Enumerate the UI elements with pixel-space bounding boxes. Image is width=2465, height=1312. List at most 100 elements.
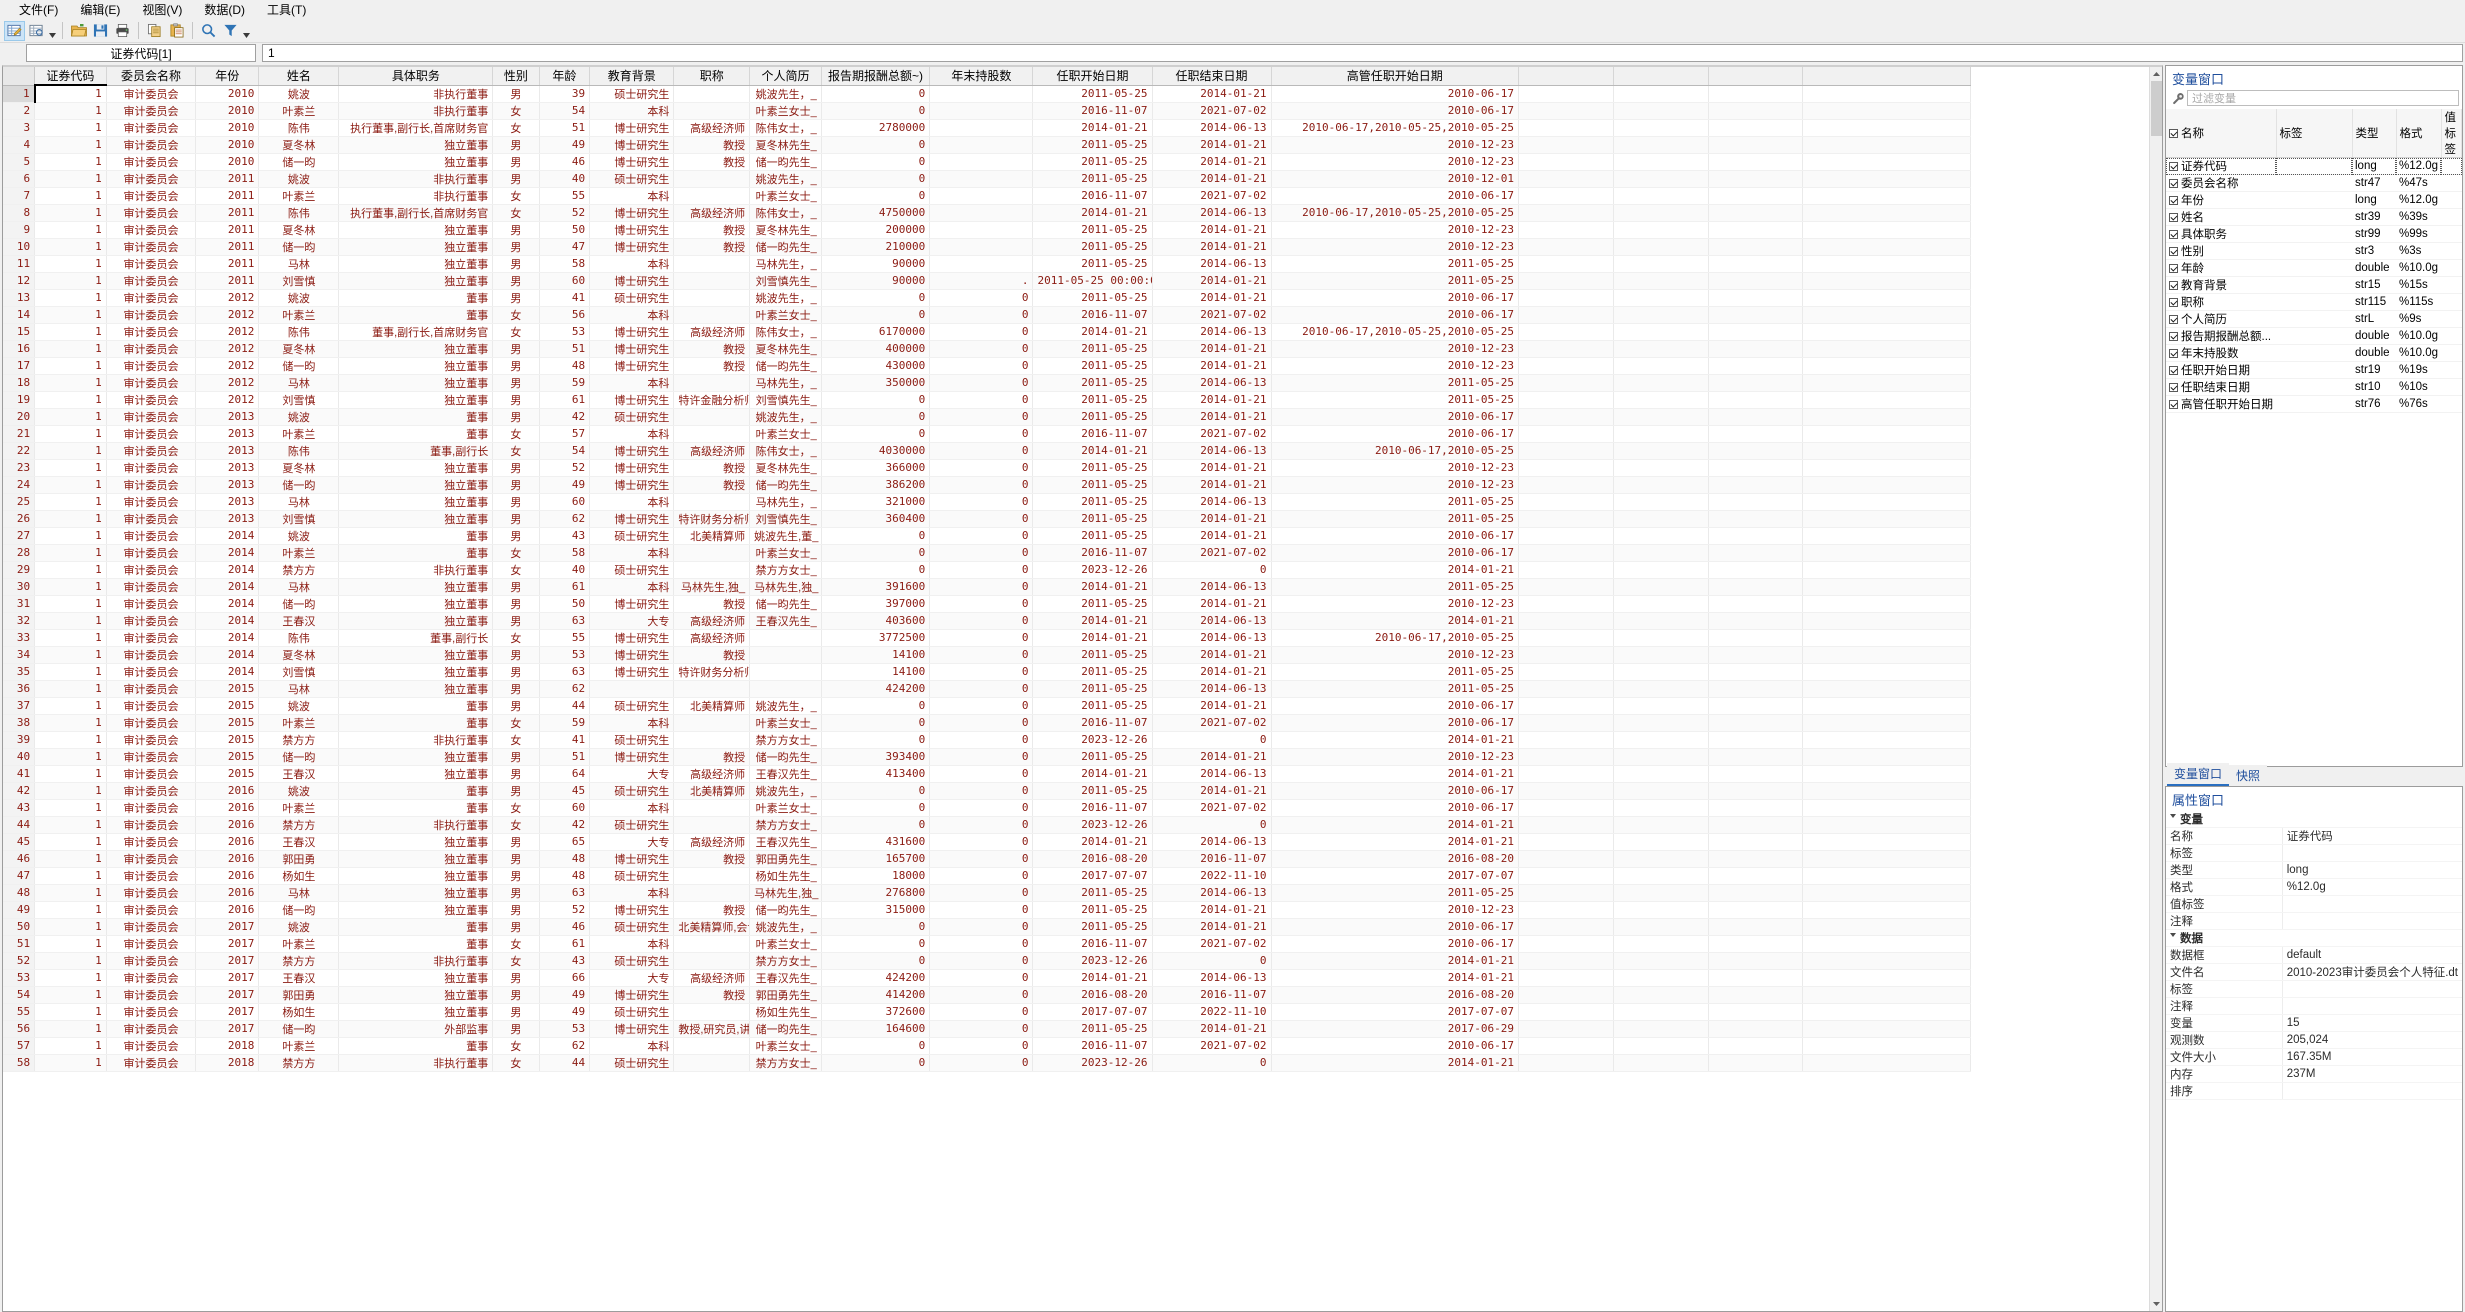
variable-label-cell[interactable] <box>2276 157 2352 175</box>
cell-year[interactable]: 2018 <box>195 1054 260 1072</box>
cell-end_date[interactable]: 2014-06-13 <box>1152 255 1272 273</box>
cell-exec_start[interactable]: 2017-07-07 <box>1271 867 1520 885</box>
cell-name[interactable]: 储一昀 <box>258 238 340 256</box>
cell-shares[interactable]: . <box>929 272 1034 290</box>
cell-name[interactable]: 郭田勇 <box>258 850 340 868</box>
cell-code[interactable]: 1 <box>34 782 107 800</box>
cell-start_date[interactable]: 2011-05-25 <box>1032 340 1153 358</box>
cell-year[interactable]: 2014 <box>195 544 260 562</box>
cell-year[interactable]: 2012 <box>195 289 260 307</box>
cell-name[interactable]: 王春汉 <box>258 969 340 987</box>
menu-data[interactable]: 数据(D) <box>204 2 245 17</box>
variable-label-cell[interactable] <box>2276 293 2352 311</box>
cell-shares[interactable]: 0 <box>929 969 1034 987</box>
table-row[interactable]: 20 1 审计委员会 2013 姚波 董事男 42 硕士研究生 姚波先生，_ 0 0 2011-05-… <box>3 408 1971 426</box>
cell-name[interactable]: 禁方方 <box>258 731 340 749</box>
cell-title[interactable]: 教授 <box>673 748 751 766</box>
cell-position[interactable]: 非执行董事 <box>338 102 494 120</box>
table-row[interactable]: 18 1 审计委员会 2012 马林 独立董事男 59 本科 马林先生，_ 350000 0 2011… <box>3 374 1971 392</box>
cell-code[interactable]: 1 <box>34 816 107 834</box>
cell-title[interactable] <box>673 731 751 749</box>
cell-committee[interactable]: 审计委员会 <box>106 1003 197 1021</box>
cell-gender[interactable]: 男 <box>492 136 540 154</box>
cell-end_date[interactable]: 2021-07-02 <box>1152 799 1272 817</box>
grid-blank-cell[interactable] <box>1613 459 1709 477</box>
cell-start_date[interactable]: 2011-05-25 <box>1032 901 1153 919</box>
cell-name[interactable]: 叶素兰 <box>258 306 340 324</box>
cell-pay[interactable]: 90000 <box>821 272 931 290</box>
cell-age[interactable]: 42 <box>539 816 591 834</box>
cell-bio[interactable]: 姚波先生，_ <box>749 170 822 188</box>
cell-year[interactable]: 2013 <box>195 476 260 494</box>
cell-gender[interactable]: 男 <box>492 901 540 919</box>
wrench-icon[interactable] <box>2170 91 2187 106</box>
cell-education[interactable]: 本科 <box>589 187 675 205</box>
table-row[interactable]: 15 1 审计委员会 2012 陈伟 董事,副行长,首席财务官女 53 博士研究生 高级经济师陈… <box>3 323 1971 341</box>
grid-blank-cell[interactable] <box>1802 357 1971 375</box>
property-row[interactable]: 排序 <box>2166 1082 2462 1100</box>
variable-vallabel-cell[interactable] <box>2441 157 2462 175</box>
cell-start_date[interactable]: 2011-05-25 <box>1032 595 1153 613</box>
copy-icon[interactable] <box>144 21 165 41</box>
cell-title[interactable]: 教授 <box>673 153 751 171</box>
variable-format-cell[interactable]: %15s <box>2396 276 2442 294</box>
grid-col-header-year[interactable]: 年份 <box>195 67 260 86</box>
grid-blank-cell[interactable] <box>1802 935 1971 953</box>
grid-blank-cell[interactable] <box>1802 85 1971 103</box>
cell-education[interactable] <box>589 680 675 698</box>
cell-position[interactable]: 独立董事 <box>338 357 494 375</box>
grid-blank-cell[interactable] <box>1613 697 1709 715</box>
cell-title[interactable]: 北美精算师 <box>673 697 751 715</box>
cell-exec_start[interactable]: 2010-12-23 <box>1271 136 1520 154</box>
table-row[interactable]: 27 1 审计委员会 2014 姚波 董事男 43 硕士研究生 北美精算师 姚波先生,董_ 0 0 20… <box>3 527 1971 545</box>
property-group-header[interactable]: 变量 <box>2166 811 2462 828</box>
row-number-cell[interactable]: 48 <box>3 884 36 902</box>
cell-age[interactable]: 44 <box>539 697 591 715</box>
cell-education[interactable]: 博士研究生 <box>589 629 675 647</box>
cell-end_date[interactable]: 2014-06-13 <box>1152 969 1272 987</box>
property-value[interactable]: 167.35M <box>2282 1048 2462 1066</box>
cell-bio[interactable]: 叶素兰女士_ <box>749 935 822 953</box>
cell-shares[interactable]: 0 <box>929 306 1034 324</box>
cell-gender[interactable]: 男 <box>492 153 540 171</box>
cell-title[interactable]: 北美精算师 <box>673 527 751 545</box>
table-row[interactable]: 51 1 审计委员会 2017 叶素兰 董事女 61 本科 叶素兰女士_ 0 0 2016-11-07… <box>3 935 1971 953</box>
table-row[interactable]: 49 1 审计委员会 2016 储一昀 独立董事男 52 博士研究生 教授 储一昀先生_ 31500… <box>3 901 1971 919</box>
cell-exec_start[interactable]: 2011-05-25 <box>1271 255 1520 273</box>
cell-exec_start[interactable]: 2011-05-25 <box>1271 493 1520 511</box>
cell-code[interactable]: 1 <box>34 595 107 613</box>
cell-name[interactable]: 马林 <box>258 884 340 902</box>
variable-type-cell[interactable]: long <box>2352 157 2396 175</box>
cell-age[interactable]: 53 <box>539 646 591 664</box>
cell-gender[interactable]: 男 <box>492 289 540 307</box>
cell-shares[interactable]: 0 <box>929 918 1034 936</box>
cell-age[interactable]: 40 <box>539 170 591 188</box>
grid-blank-cell[interactable] <box>1708 476 1804 494</box>
cell-code[interactable]: 1 <box>34 1037 107 1055</box>
cell-code[interactable]: 1 <box>34 391 107 409</box>
cell-title[interactable] <box>673 714 751 732</box>
variable-type-cell[interactable]: str99 <box>2352 225 2396 243</box>
variable-format-cell[interactable]: %9s <box>2396 310 2442 328</box>
grid-blank-cell[interactable] <box>1708 1054 1804 1072</box>
cell-gender[interactable]: 男 <box>492 170 540 188</box>
cell-end_date[interactable]: 2021-07-02 <box>1152 714 1272 732</box>
variable-format-cell[interactable]: %12.0g <box>2396 157 2442 175</box>
grid-blank-cell[interactable] <box>1518 782 1614 800</box>
cell-pay[interactable]: 0 <box>821 306 931 324</box>
cell-position[interactable]: 独立董事 <box>338 1003 494 1021</box>
cell-pay[interactable]: 0 <box>821 527 931 545</box>
cell-education[interactable]: 硕士研究生 <box>589 816 675 834</box>
property-row[interactable]: 数据框 default <box>2166 946 2462 964</box>
cell-exec_start[interactable]: 2010-06-17 <box>1271 1037 1520 1055</box>
cell-start_date[interactable]: 2023-12-26 <box>1032 952 1153 970</box>
vars-col-type[interactable]: 类型 <box>2352 109 2397 158</box>
grid-blank-cell[interactable] <box>1708 510 1804 528</box>
table-row[interactable]: 4 1 审计委员会 2010 夏冬林 独立董事男 49 博士研究生 教授 夏冬林先生_ 0 2011-… <box>3 136 1971 154</box>
cell-start_date[interactable]: 2011-05-25 <box>1032 510 1153 528</box>
cell-gender[interactable]: 男 <box>492 697 540 715</box>
cell-committee[interactable]: 审计委员会 <box>106 323 197 341</box>
cell-age[interactable]: 49 <box>539 1003 591 1021</box>
variable-row[interactable]: 具体职务 str99 %99s <box>2166 225 2462 243</box>
cell-committee[interactable]: 审计委员会 <box>106 408 197 426</box>
